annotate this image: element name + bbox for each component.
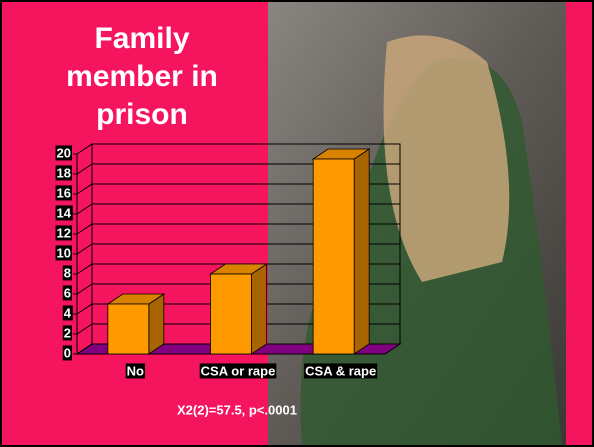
grid-line	[76, 343, 400, 355]
bar	[107, 303, 150, 355]
x-tick-label-bg	[304, 363, 378, 379]
annotation: X2(2)=57.5, p<.0001	[177, 402, 297, 417]
chart-title: Family member in prison	[66, 22, 218, 131]
y-tick-label: 6	[64, 285, 71, 300]
bar	[210, 273, 252, 355]
grid-line	[76, 243, 400, 255]
grid-line	[76, 143, 400, 155]
photo-hair	[383, 35, 510, 283]
grid-line	[76, 223, 400, 235]
y-tick-label: 16	[57, 185, 71, 200]
bar-side	[251, 263, 267, 355]
bar	[312, 158, 355, 355]
grid-line	[76, 183, 400, 195]
y-tick-label-bg	[62, 265, 72, 281]
bar-side	[353, 148, 370, 355]
y-tick-label: 4	[64, 305, 72, 320]
y-tick-label: 2	[64, 325, 71, 340]
y-tick-label: 18	[57, 165, 71, 180]
x-tick-label: CSA & rape	[305, 363, 376, 378]
x-tick-label: No	[127, 363, 144, 378]
y-tick-label-bg	[55, 165, 72, 181]
y-tick-label: 12	[57, 225, 71, 240]
y-tick-label-bg	[62, 305, 73, 321]
y-tick-label-bg	[55, 185, 72, 201]
x-tick-label: CSA or rape	[201, 363, 276, 378]
grid-line	[76, 163, 400, 175]
y-tick-label-bg	[62, 285, 72, 301]
grid-line	[76, 283, 400, 295]
y-tick-label: 0	[64, 345, 71, 360]
y-tick-label-bg	[55, 225, 72, 241]
y-tick-label: 20	[57, 145, 71, 160]
grid-line	[76, 203, 400, 215]
y-tick-label-bg	[55, 145, 72, 161]
x-tick-label-bg	[199, 363, 277, 379]
y-tick-label: 14	[57, 205, 72, 220]
grid-line	[76, 303, 400, 315]
grid-line	[76, 263, 400, 275]
bar-side	[148, 293, 165, 355]
y-tick-label-bg	[55, 245, 72, 261]
y-tick-label: 10	[57, 245, 71, 260]
y-tick-label-bg	[55, 205, 73, 221]
x-tick-label-bg	[125, 363, 146, 379]
y-tick-label-bg	[62, 325, 72, 341]
y-tick-label-bg	[62, 345, 72, 361]
grid-line	[76, 323, 400, 335]
y-tick-label: 8	[64, 265, 71, 280]
